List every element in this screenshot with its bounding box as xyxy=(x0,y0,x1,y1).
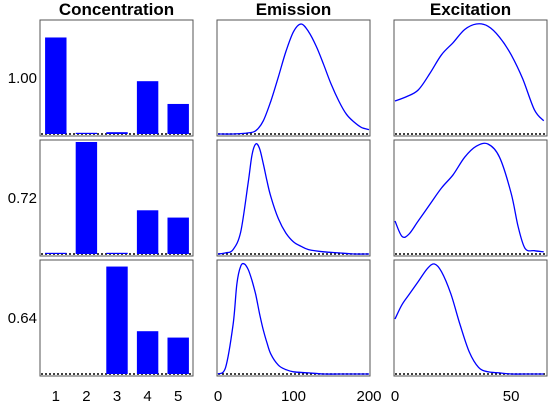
bar-component-1 xyxy=(45,37,67,134)
x-tick-label: 50 xyxy=(503,388,520,405)
bar-component-4 xyxy=(136,81,159,134)
bar-component-4 xyxy=(136,331,159,374)
excitation-curve xyxy=(394,23,545,122)
emission-curve xyxy=(217,143,370,255)
panel-concentration-row-3 xyxy=(39,259,194,377)
bar-component-4 xyxy=(136,210,159,254)
bar-component-3 xyxy=(106,132,128,134)
row-label: 1.00 xyxy=(8,70,37,87)
row-label: 0.72 xyxy=(8,190,37,207)
bar-component-5 xyxy=(167,103,189,134)
bar-component-1 xyxy=(45,252,67,254)
emission-curve xyxy=(217,262,370,375)
bar-component-2 xyxy=(75,132,98,134)
bar-component-3 xyxy=(106,252,128,254)
panel-frame xyxy=(393,19,548,137)
panel-excitation-row-2 xyxy=(393,139,548,257)
panel-emission-row-3 xyxy=(216,259,371,377)
panel-frame xyxy=(216,259,371,377)
x-tick-label: 0 xyxy=(214,388,222,405)
panel-concentration-row-1 xyxy=(39,19,194,137)
x-tick-label: 100 xyxy=(281,388,306,405)
panel-emission-row-1 xyxy=(216,19,371,137)
row-label: 0.64 xyxy=(8,310,37,327)
x-tick-label: 1 xyxy=(52,388,60,405)
bar-component-3 xyxy=(106,266,128,374)
panel-frame xyxy=(393,139,548,257)
emission-curve xyxy=(217,23,370,135)
bar-component-5 xyxy=(167,217,189,254)
x-tick-label: 2 xyxy=(82,388,90,405)
panel-excitation-row-3 xyxy=(393,259,548,377)
column-title-excitation: Excitation xyxy=(430,0,511,19)
excitation-curve xyxy=(394,142,544,253)
x-tick-label: 0 xyxy=(391,388,399,405)
x-tick-label: 200 xyxy=(356,388,381,405)
x-tick-label: 3 xyxy=(113,388,121,405)
excitation-curve xyxy=(394,263,544,375)
panel-excitation-row-1 xyxy=(393,19,548,137)
panel-frame xyxy=(216,19,371,137)
column-title-concentration: Concentration xyxy=(59,0,174,19)
panel-concentration-row-2 xyxy=(39,139,194,257)
x-tick-label: 5 xyxy=(174,388,182,405)
panel-frame xyxy=(393,259,548,377)
bar-component-5 xyxy=(167,337,189,374)
x-tick-label: 4 xyxy=(143,388,151,405)
panel-frame xyxy=(216,139,371,257)
bar-component-2 xyxy=(75,142,98,254)
panel-emission-row-2 xyxy=(216,139,371,257)
column-title-emission: Emission xyxy=(256,0,332,19)
